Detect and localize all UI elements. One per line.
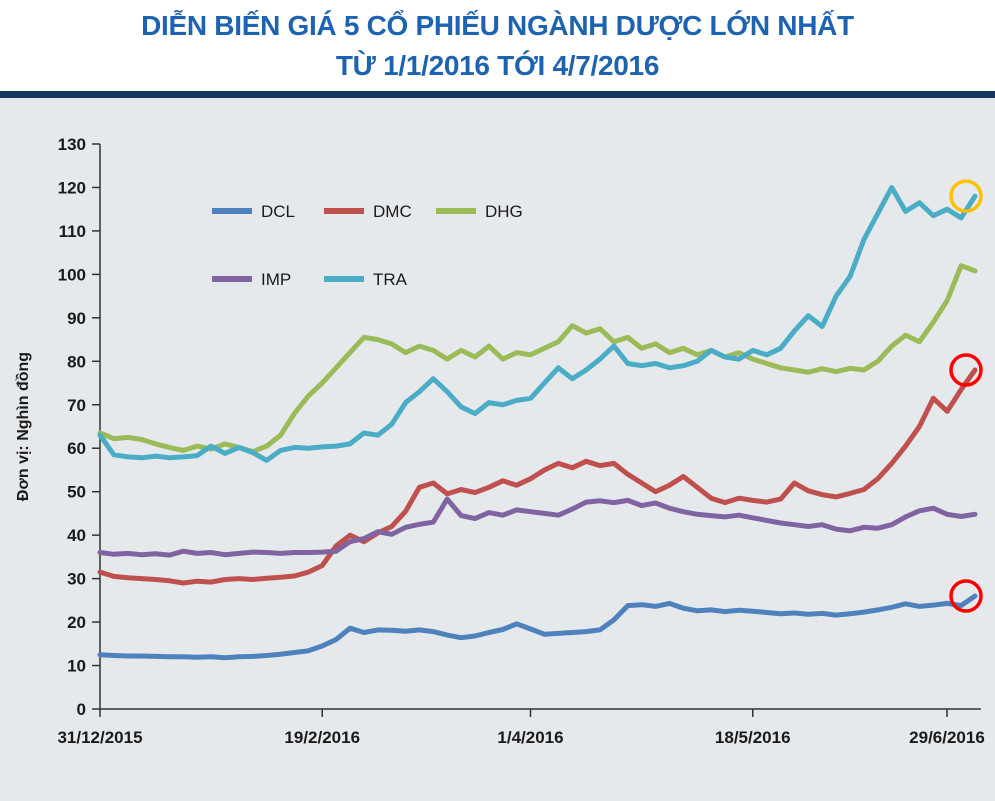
y-tick-label: 40 — [67, 526, 86, 545]
series-line-TRA — [97, 185, 978, 463]
legend-label-TRA: TRA — [373, 270, 408, 289]
legend-item-DMC: DMC — [324, 202, 412, 221]
y-axis-title: Đơn vị: Nghìn đồng — [15, 352, 32, 501]
y-tick-label: 100 — [58, 265, 86, 284]
series-line-DMC — [97, 367, 978, 586]
x-tick-label: 31/12/2015 — [57, 728, 142, 747]
y-tick-label: 20 — [67, 613, 86, 632]
x-tick-label: 1/4/2016 — [497, 728, 563, 747]
chart-header: DIỄN BIẾN GIÁ 5 CỔ PHIẾU NGÀNH DƯỢC LỚN … — [0, 0, 995, 98]
y-tick-label: 70 — [67, 396, 86, 415]
series-line-DCL — [97, 593, 978, 661]
annotation-circle-TRA — [949, 179, 983, 213]
legend-item-DHG: DHG — [436, 202, 523, 221]
y-tick-label: 130 — [58, 135, 86, 154]
legend-item-IMP: IMP — [212, 270, 291, 289]
legend-item-TRA: TRA — [324, 270, 408, 289]
y-tick-label: 110 — [59, 222, 86, 241]
y-tick-label: 30 — [67, 570, 86, 589]
y-tick-label: 0 — [77, 700, 86, 719]
x-tick-label: 18/5/2016 — [715, 728, 791, 747]
series-line-DHG — [97, 263, 978, 455]
chart-area: 0 10 20 30 40 50 60 70 80 90 100 110 120 130 31/12/201… — [0, 98, 995, 793]
y-tick-label: 60 — [67, 439, 86, 458]
legend-label-DCL: DCL — [261, 202, 295, 221]
price-line-chart: 0 10 20 30 40 50 60 70 80 90 100 110 120 130 31/12/201… — [15, 135, 985, 747]
annotation-circle-DCL — [949, 579, 983, 613]
x-tick-label: 19/2/2016 — [284, 728, 360, 747]
series-line-IMP — [97, 496, 978, 558]
legend-label-DMC: DMC — [373, 202, 412, 221]
legend-label-IMP: IMP — [261, 270, 291, 289]
y-tick-label: 50 — [67, 483, 86, 502]
x-tick-label: 29/6/2016 — [909, 728, 985, 747]
annotation-circle-DMC — [949, 353, 983, 387]
title-divider — [0, 91, 995, 98]
y-tick-label: 10 — [67, 657, 86, 676]
page-title-line2: TỪ 1/1/2016 TỚI 4/7/2016 — [335, 50, 660, 81]
legend-label-DHG: DHG — [485, 202, 523, 221]
y-tick-label: 120 — [58, 178, 86, 197]
y-tick-label: 80 — [67, 352, 86, 371]
legend-item-DCL: DCL — [212, 202, 295, 221]
page-title-line1: DIỄN BIẾN GIÁ 5 CỔ PHIẾU NGÀNH DƯỢC LỚN … — [141, 10, 854, 41]
y-tick-label: 90 — [67, 309, 86, 328]
